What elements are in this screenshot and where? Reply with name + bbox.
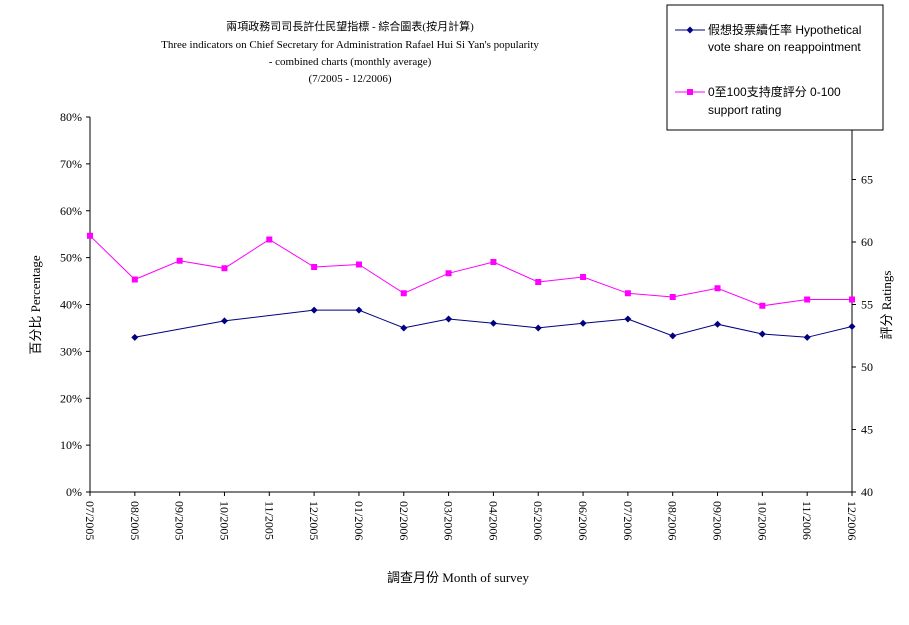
series-1-point [355,306,363,314]
series-2-point [804,296,811,303]
series-2-point [355,261,362,268]
series-2-point [311,264,318,270]
y-right-tick-label: 50 [861,360,873,374]
x-tick-label: 09/2005 [173,501,187,540]
series-1-point [669,332,677,340]
y-left-tick-label: 10% [60,438,82,452]
x-tick-label: 06/2006 [576,501,590,540]
axes: 0% 10% 20% 30% 40% 50% 60% 70% 80% 40 45 50 55 60 65 07… [60,110,873,540]
y-left-tick-label: 80% [60,110,82,124]
x-tick-label: 08/2005 [128,501,142,540]
series-2-point [759,302,766,309]
series-2-point [535,279,542,285]
legend-box [666,4,884,131]
y-axis-left-title: 百分比 Percentage [28,255,43,355]
chart-title-line-1: 兩項政務司司長許仕民望指標 - 綜合圖表(按月計算) [226,19,474,33]
x-tick-label: 01/2006 [352,501,366,540]
x-tick-label: 10/2005 [217,501,231,540]
series-1-point [489,319,497,327]
y-right-tick-label: 60 [861,235,873,249]
x-tick-label: 05/2006 [531,501,545,540]
series-1-point [758,330,766,338]
y-axis-right-title: 評分 Ratings [879,271,894,340]
series-2-point [669,294,676,300]
chart-title-line-2: Three indicators on Chief Secretary for … [161,39,539,51]
legend: 假想投票續任率 Hypothetical vote share on reapp… [666,4,884,131]
series-2-point [849,296,855,303]
x-axis-title: 調查月份 Month of survey [387,570,529,585]
series-2-point [131,276,138,283]
series-1-point [131,333,139,341]
y-right-tick-label: 40 [861,485,873,499]
x-tick-label: 08/2006 [666,501,680,540]
y-left-tick-label: 30% [60,344,82,358]
series-1-point [624,315,632,323]
series-1-point [445,315,453,323]
x-tick-label: 07/2006 [621,501,635,540]
x-tick-label: 09/2006 [711,501,725,540]
y-left-tick-label: 20% [60,391,82,405]
y-left-tick-label: 40% [60,298,82,312]
legend-marker-series-1 [686,26,694,34]
legend-marker-series-2 [687,89,693,95]
x-tick-label: 12/2005 [307,501,321,540]
chart-title: 兩項政務司司長許仕民望指標 - 綜合圖表(按月計算) Three indicat… [161,19,539,85]
chart-title-line-3: - combined charts (monthly average) [269,56,432,68]
series-1-point [579,319,587,327]
series-2-point [400,290,407,297]
series-2-point [176,257,183,264]
x-tick-label: 03/2006 [442,501,456,540]
legend-label-series-1-line-1: 假想投票續任率 Hypothetical [708,22,861,37]
legend-label-series-2-line-2: support rating [708,103,781,117]
series-1-point [220,317,228,325]
series-2-point [445,270,452,277]
x-tick-label: 12/2006 [845,501,859,540]
series-2-point [714,285,721,292]
x-tick-label: 04/2006 [486,501,500,540]
series-2-point [490,259,497,265]
x-tick-label: 11/2005 [262,501,276,540]
x-tick-label: 10/2006 [755,501,769,540]
x-tick-label: 11/2006 [800,501,814,540]
legend-label-series-1-line-2: vote share on reappointment [708,40,861,54]
series-1-point [848,323,856,331]
y-left-tick-label: 70% [60,157,82,171]
y-left-tick-label: 60% [60,204,82,218]
series-2-point [221,265,228,272]
x-tick-label: 07/2005 [83,501,97,540]
series-1-point [534,324,542,332]
series-1-point [714,320,722,328]
y-left-tick-label: 50% [60,251,82,265]
series-layer [87,232,856,341]
chart-title-line-4: (7/2005 - 12/2006) [308,73,391,85]
series-2-point [580,274,587,280]
series-1-point [803,333,811,341]
legend-label-series-2-line-1: 0至100支持度評分 0-100 [708,84,841,99]
series-2-point [87,232,93,239]
series-1-point [400,324,408,332]
series-2-line [89,235,852,307]
x-tick-label: 02/2006 [397,501,411,540]
y-left-tick-label: 0% [66,485,82,499]
series-2-point [266,236,273,243]
y-right-tick-label: 45 [861,423,873,437]
y-right-tick-label: 65 [861,173,873,187]
y-right-tick-label: 55 [861,298,873,312]
series-2-point [624,290,631,297]
series-1-point [310,306,318,314]
